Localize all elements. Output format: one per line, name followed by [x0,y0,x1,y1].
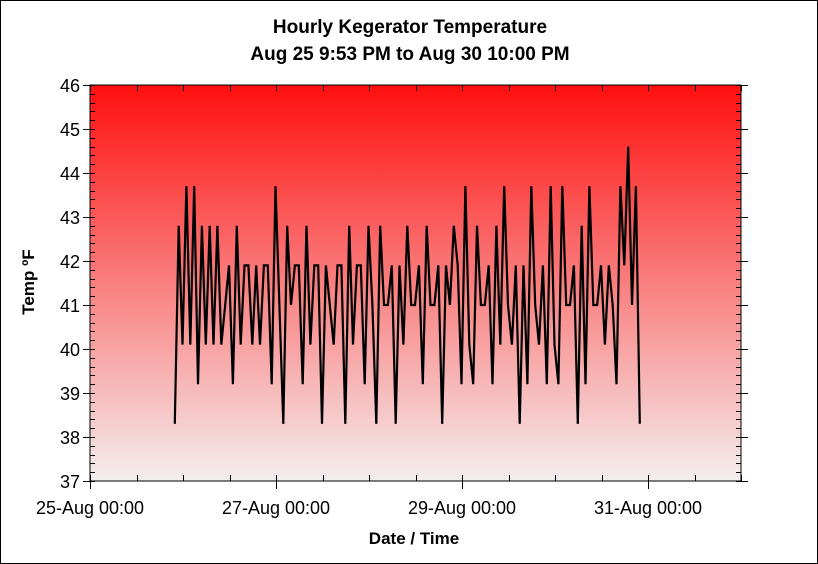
plot-area [90,85,741,481]
y-tick-label: 39 [60,384,80,404]
y-tick-label: 43 [60,208,80,228]
y-axis-label: Temp ºF [19,249,38,314]
y-tick-label: 42 [60,252,80,272]
y-tick-label: 45 [60,120,80,140]
temperature-line [173,146,641,424]
y-tick-label: 44 [60,164,80,184]
y-tick-label: 38 [60,428,80,448]
y-tick-labels: 37 38 39 40 41 42 43 44 45 46 [60,76,80,492]
chart-title: Hourly Kegerator Temperature [273,17,547,38]
x-tick-label: 29-Aug 00:00 [408,498,516,518]
y-tick-label: 40 [60,340,80,360]
chart-subtitle: Aug 25 9:53 PM to Aug 30 10:00 PM [250,44,569,65]
x-tick-label: 31-Aug 00:00 [594,498,702,518]
x-tick-label: 27-Aug 00:00 [222,498,330,518]
x-tick-label: 25-Aug 00:00 [36,498,144,518]
y-tick-label: 46 [60,76,80,96]
y-tick-label: 37 [60,472,80,492]
y-tick-label: 41 [60,296,80,316]
x-tick-labels: 25-Aug 00:00 27-Aug 00:00 29-Aug 00:00 31-A… [36,498,702,518]
plot-border [89,84,742,482]
axis-ticks [83,85,748,489]
x-axis-label: Date / Time [369,529,459,548]
